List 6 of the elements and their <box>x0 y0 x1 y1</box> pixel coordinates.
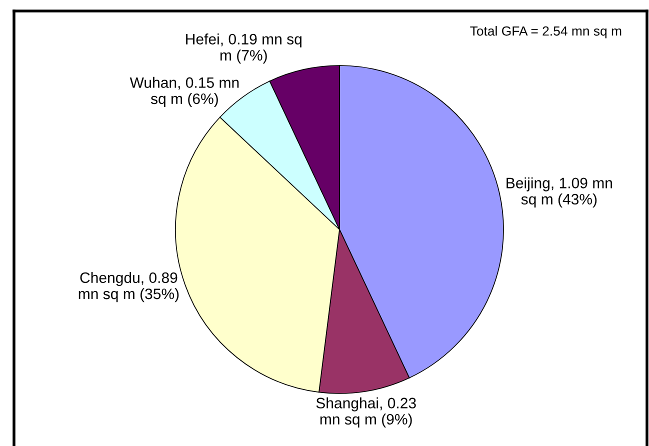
slice-label: Shanghai, 0.23 mn sq m (9%) <box>316 397 416 428</box>
text: Total GFA = 2.54 mn sq m <box>470 26 622 38</box>
slice-label: Chengdu, 0.89 mn sq m (35%) <box>78 272 179 302</box>
slice-label: Hefei, 0.19 mn sq m (7%) <box>186 33 302 64</box>
slice-label: Wuhan, 0.15 mn sq m (6%) <box>130 76 239 108</box>
slice-label: Beijing, 1.09 mn sq m (43%) <box>506 177 612 208</box>
